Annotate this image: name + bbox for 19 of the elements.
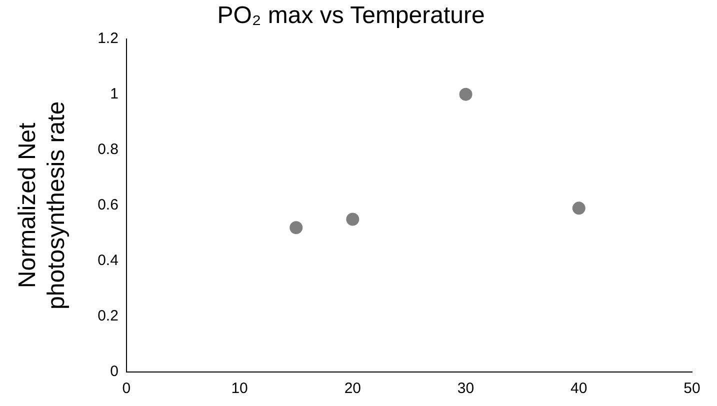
y-tick-label: 0.8	[98, 141, 118, 158]
x-tick-label: 30	[457, 380, 474, 398]
point	[459, 88, 472, 101]
y-tick-label: 1.2	[98, 30, 118, 47]
y-tick-label: 0.2	[98, 308, 118, 325]
y-tick-label: 0.4	[98, 252, 118, 270]
x-tick-label: 10	[231, 380, 248, 398]
y-tick-label: 1	[110, 85, 118, 102]
y-tick-label: 0.6	[98, 196, 118, 214]
point	[346, 212, 360, 226]
x-tick-label: 40	[570, 380, 588, 398]
y-axis-title: Normalized Net photosynthesis rate	[14, 101, 70, 310]
chart-title: PO₂ max vs Temperature	[217, 2, 485, 30]
point	[572, 202, 586, 215]
x-tick-label: 0	[122, 380, 131, 398]
x-tick-label: 20	[344, 380, 362, 398]
point	[290, 221, 303, 234]
x-tick-label: 50	[684, 380, 700, 398]
y-tick-label: 0	[110, 363, 118, 380]
